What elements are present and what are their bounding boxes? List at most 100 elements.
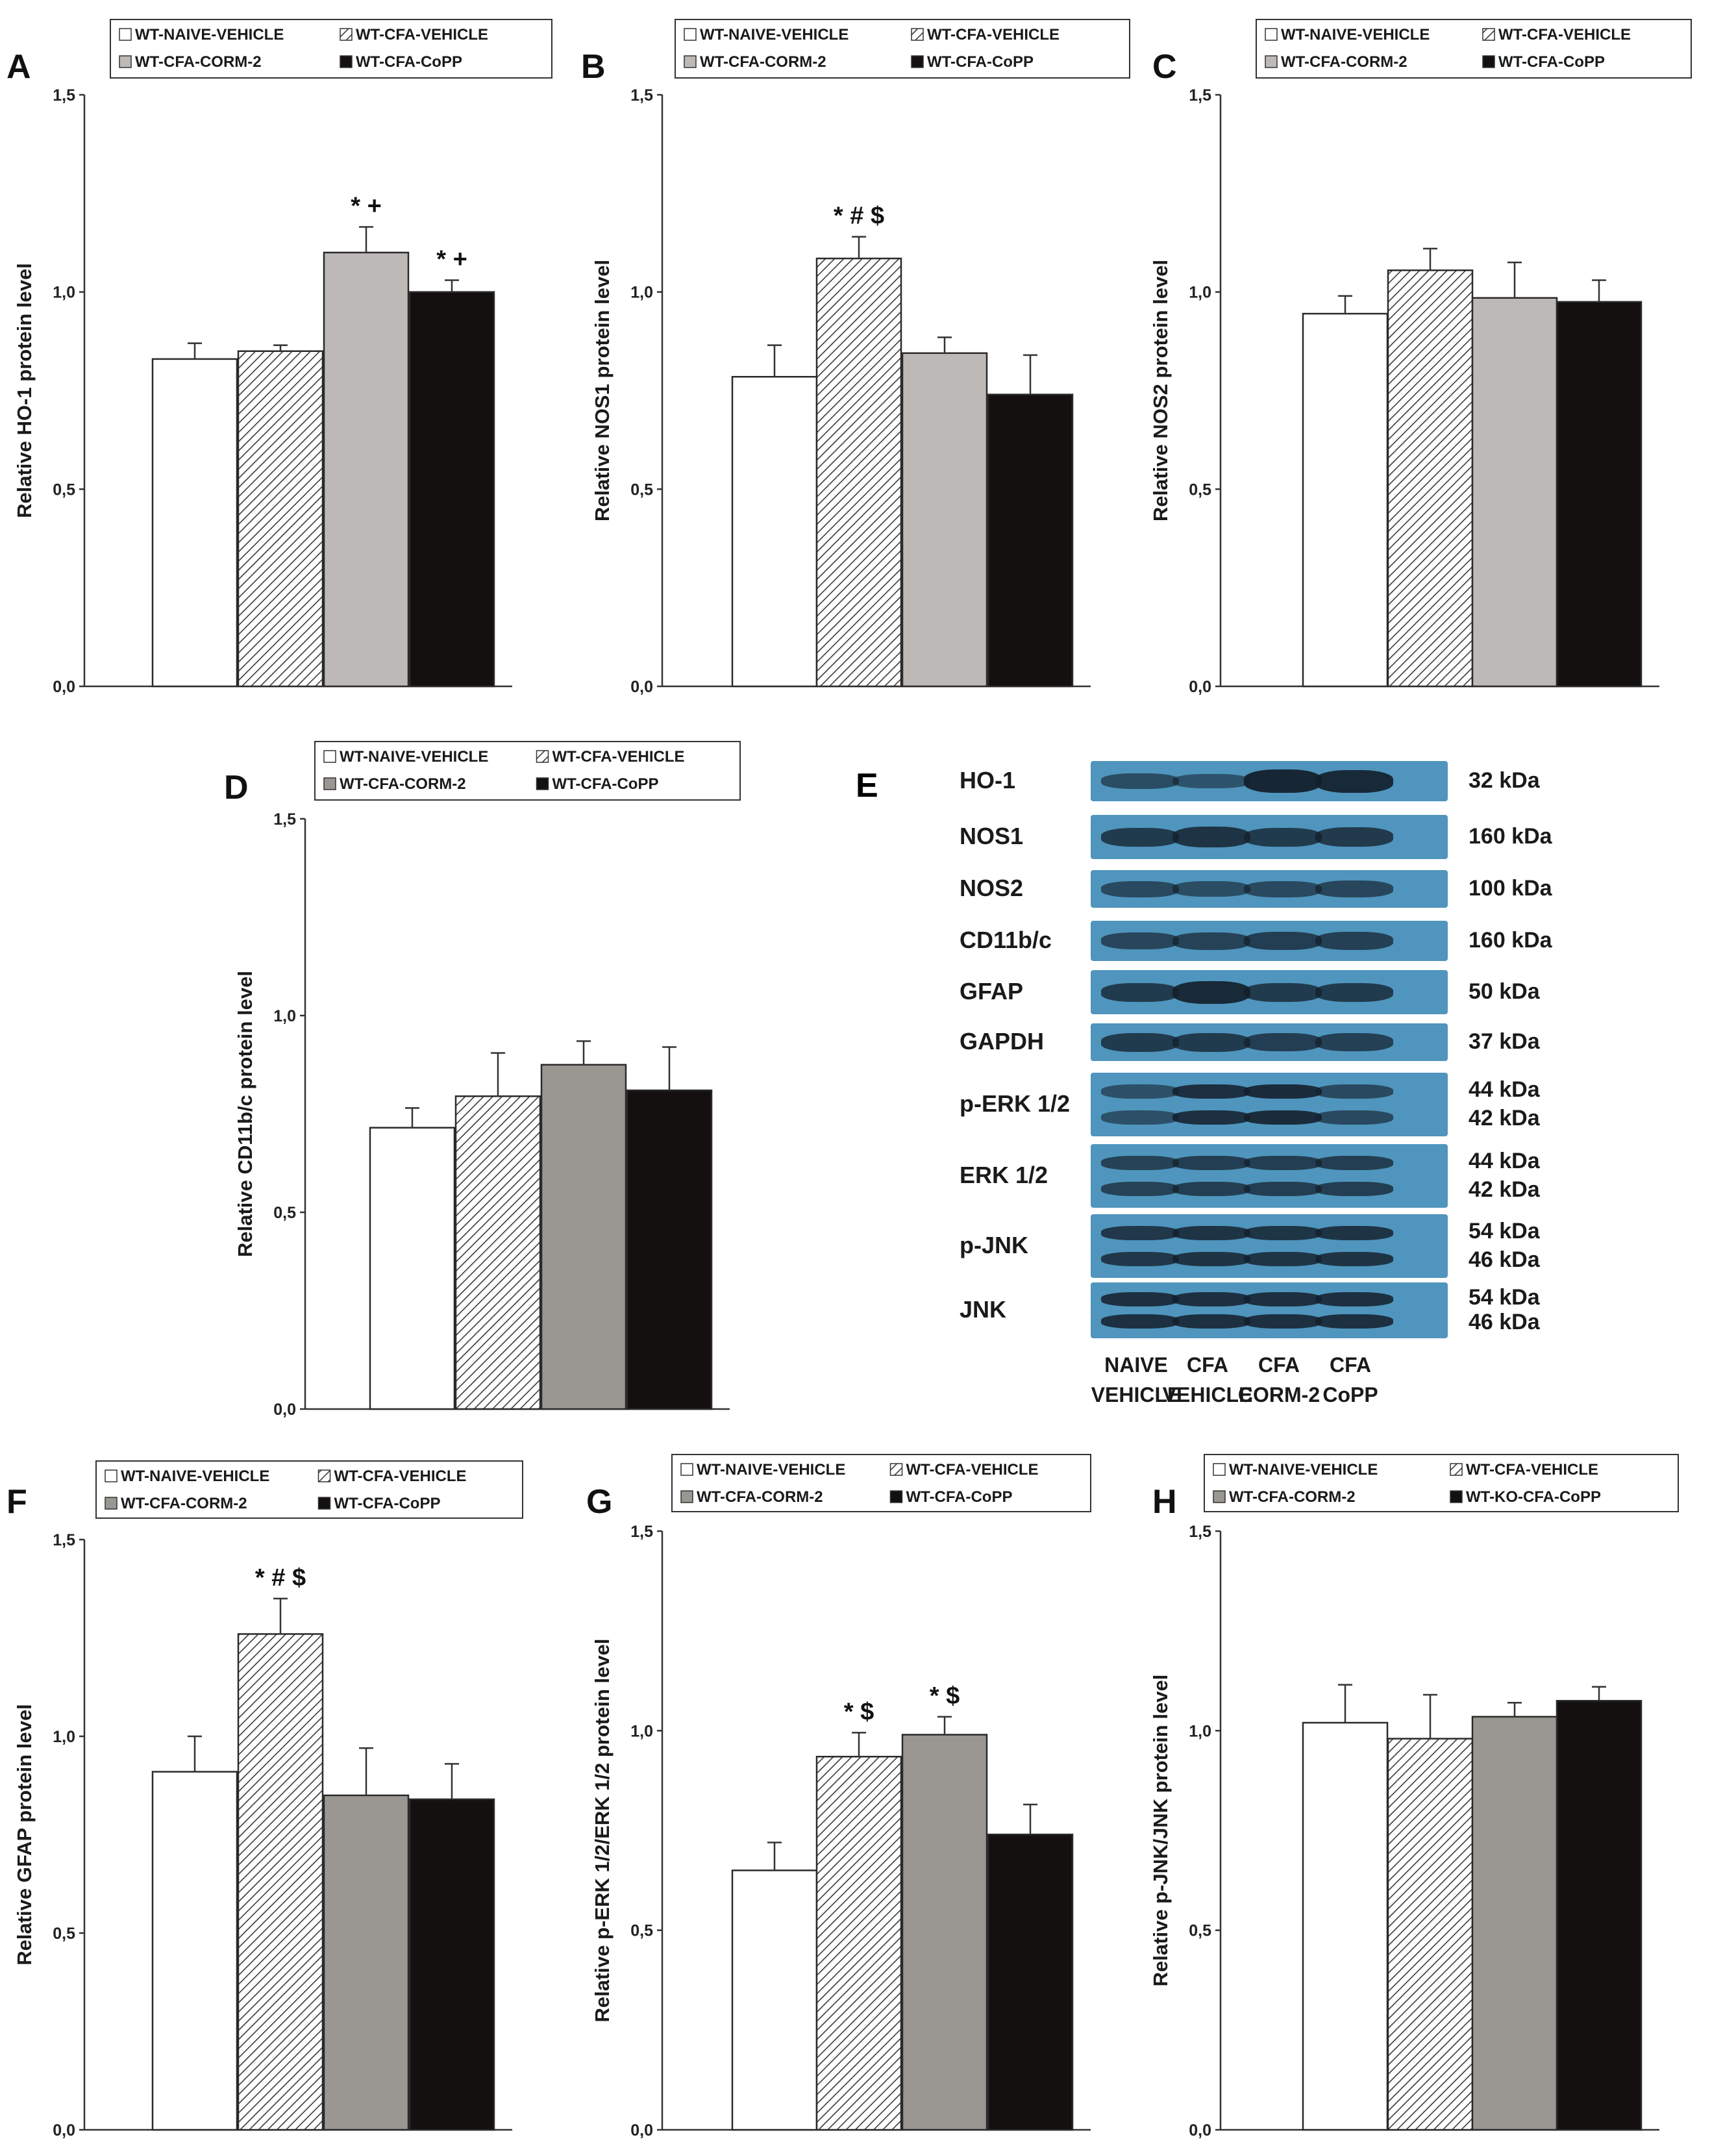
legend-label: WT-NAIVE-VEHICLE bbox=[121, 1467, 269, 1485]
blot-band bbox=[1101, 1032, 1179, 1052]
y-axis-label: Relative HO-1 protein level bbox=[13, 263, 36, 518]
blot-kda-label: 42 kDa bbox=[1469, 1105, 1540, 1130]
legend-label: WT-CFA-VEHICLE bbox=[356, 26, 488, 44]
significance-label: * $ bbox=[844, 1698, 874, 1725]
blot-row-label: NOS2 bbox=[960, 875, 1024, 901]
blot-strip bbox=[1091, 1144, 1448, 1208]
blot-band bbox=[1101, 1110, 1179, 1125]
y-axis-label: Relative p-JNK/JNK protein level bbox=[1149, 1675, 1172, 1987]
legend-label: WT-CFA-CoPP bbox=[906, 1488, 1013, 1506]
legend-swatch bbox=[119, 55, 132, 68]
blot-strip bbox=[1091, 921, 1448, 961]
legend-label: WT-CFA-CORM-2 bbox=[700, 53, 826, 71]
legend-swatch bbox=[1265, 28, 1278, 41]
legend-swatch bbox=[323, 777, 336, 790]
blot-strip bbox=[1091, 761, 1448, 801]
legend-label: WT-NAIVE-VEHICLE bbox=[1281, 26, 1430, 44]
y-tick-label: 0,0 bbox=[630, 678, 653, 696]
blot-lane-label: CoPP bbox=[1322, 1383, 1378, 1406]
blot-kda-label: 160 kDa bbox=[1469, 824, 1552, 849]
bar-d-1 bbox=[369, 1127, 456, 1410]
legend-label: WT-CFA-VEHICLE bbox=[1466, 1461, 1598, 1479]
legend-swatch bbox=[105, 1497, 118, 1510]
blot-band bbox=[1315, 1251, 1393, 1266]
blot-kda-label: 44 kDa bbox=[1469, 1149, 1540, 1174]
y-tick-label: 0,5 bbox=[53, 1925, 75, 1943]
chart-panel-d: D 0,0 0,5 1,0 1,5 Relative CD11b/c protein le… bbox=[224, 741, 741, 1419]
blot-band bbox=[1244, 1110, 1322, 1125]
bar-d-2 bbox=[454, 1095, 541, 1410]
y-tick-label: 1,5 bbox=[53, 1531, 75, 1549]
blot-band bbox=[1172, 881, 1250, 897]
legend-label: WT-NAIVE-VEHICLE bbox=[1229, 1461, 1378, 1479]
bar-c-1 bbox=[1302, 312, 1389, 688]
blot-band bbox=[1101, 1226, 1179, 1241]
y-tick-label: 1,0 bbox=[273, 1007, 296, 1025]
blot-strip bbox=[1091, 1073, 1448, 1136]
y-tick-label: 0,5 bbox=[53, 481, 75, 499]
panel-letter-a: A bbox=[6, 48, 31, 86]
panel-letter-e: E bbox=[856, 767, 878, 805]
blot-kda-label: 160 kDa bbox=[1469, 928, 1552, 953]
significance-label: * # $ bbox=[255, 1564, 306, 1592]
bar-a-1 bbox=[151, 358, 238, 688]
blot-row-label: p-ERK 1/2 bbox=[960, 1090, 1071, 1117]
bar-g-3 bbox=[901, 1734, 988, 2131]
y-tick-label: 1,5 bbox=[630, 1523, 653, 1541]
legend-swatch bbox=[1482, 28, 1495, 41]
chart-panel-h: H 0,0 0,5 1,0 1,5 Relative p-JNK/JNK protein … bbox=[1149, 1454, 1679, 2140]
y-axis-label: Relative CD11b/c protein level bbox=[234, 971, 256, 1257]
bar-g-4 bbox=[987, 1833, 1074, 2131]
blot-kda-label: 100 kDa bbox=[1469, 876, 1552, 901]
y-tick-label: 0,5 bbox=[630, 1922, 653, 1940]
blot-band bbox=[1315, 1156, 1393, 1171]
legend-swatch bbox=[889, 1463, 903, 1476]
legend-swatch bbox=[1450, 1490, 1463, 1503]
blot-kda-label: 54 kDa bbox=[1469, 1285, 1540, 1310]
legend-swatch bbox=[889, 1490, 903, 1503]
bar-f-2 bbox=[237, 1633, 324, 2131]
chart-panel-b: B 0,0 0,5 1,0 1,5 Relative NOS1 protein level… bbox=[581, 19, 1130, 696]
blot-band bbox=[1244, 1226, 1322, 1241]
blot-kda-label: 42 kDa bbox=[1469, 1177, 1540, 1202]
legend-swatch bbox=[340, 28, 353, 41]
legend-swatch bbox=[911, 28, 924, 41]
y-tick-label: 1,5 bbox=[1189, 86, 1211, 105]
bar-h-1 bbox=[1302, 1721, 1389, 2131]
blot-band bbox=[1315, 1110, 1393, 1125]
legend-box bbox=[314, 741, 741, 801]
legend-box bbox=[110, 19, 552, 79]
legend-swatch bbox=[911, 55, 924, 68]
legend-swatch bbox=[317, 1469, 331, 1482]
legend-swatch bbox=[317, 1497, 331, 1510]
legend-box bbox=[1204, 1454, 1679, 1512]
blot-band bbox=[1244, 932, 1322, 950]
bar-a-3 bbox=[323, 251, 410, 688]
blot-band bbox=[1172, 774, 1250, 788]
y-tick-label: 0,0 bbox=[1189, 678, 1211, 696]
blot-band bbox=[1172, 932, 1250, 950]
bar-h-2 bbox=[1387, 1738, 1474, 2131]
blot-band bbox=[1315, 880, 1393, 897]
legend-label: WT-CFA-VEHICLE bbox=[1498, 26, 1631, 44]
blot-kda-label: 44 kDa bbox=[1469, 1077, 1540, 1103]
panel-letter-h: H bbox=[1152, 1483, 1177, 1521]
y-tick-label: 1,0 bbox=[1189, 284, 1211, 302]
blot-band bbox=[1101, 1156, 1179, 1171]
legend-swatch bbox=[1482, 55, 1495, 68]
legend-swatch bbox=[536, 750, 549, 763]
legend-swatch bbox=[1450, 1463, 1463, 1476]
blot-band bbox=[1244, 982, 1322, 1002]
legend-label: WT-CFA-CORM-2 bbox=[697, 1488, 823, 1506]
legend-box bbox=[95, 1460, 523, 1519]
blot-band bbox=[1244, 1314, 1322, 1329]
blot-band bbox=[1315, 1226, 1393, 1241]
blot-band bbox=[1101, 1251, 1179, 1266]
legend-label: WT-CFA-VEHICLE bbox=[552, 748, 685, 766]
blot-band bbox=[1172, 1084, 1250, 1099]
blot-band bbox=[1172, 1110, 1250, 1125]
blot-band bbox=[1172, 980, 1250, 1004]
blot-lane-label: CFA bbox=[1258, 1353, 1300, 1377]
legend-label: WT-CFA-CORM-2 bbox=[1229, 1488, 1356, 1506]
blot-band bbox=[1315, 769, 1393, 793]
